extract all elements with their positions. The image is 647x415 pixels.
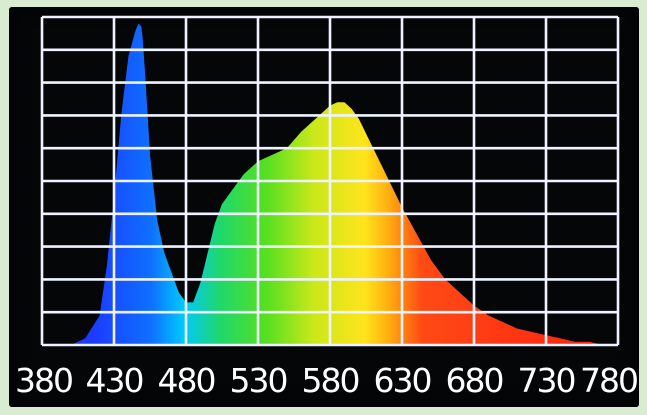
x-tick-label: 580 (302, 361, 359, 400)
spectrometer-screen: 380 430 480 530 580 630 680 730 780 (9, 7, 639, 407)
spectrum-chart: 380 430 480 530 580 630 680 730 780 (15, 15, 639, 400)
x-tick-label: 780 (580, 361, 637, 400)
x-tick-label: 480 (158, 361, 215, 400)
x-tick-label: 680 (446, 361, 503, 400)
x-tick-label: 380 (15, 361, 72, 400)
x-tick-label: 730 (518, 361, 575, 400)
x-tick-label: 430 (86, 361, 143, 400)
x-tick-label: 530 (230, 361, 287, 400)
x-tick-label: 630 (374, 361, 431, 400)
